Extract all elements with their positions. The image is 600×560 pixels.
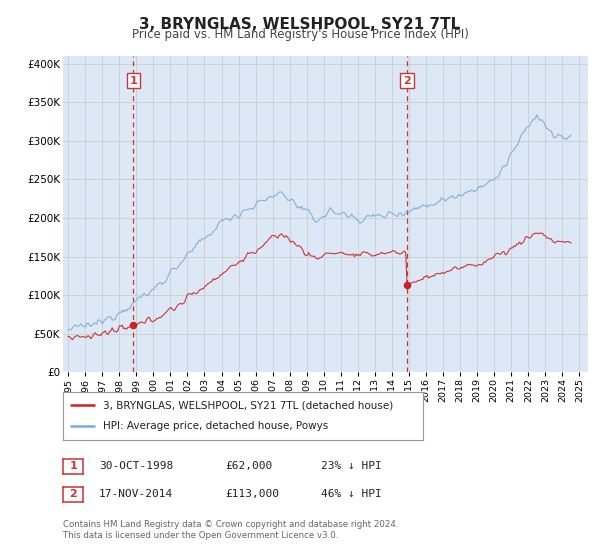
Text: 1: 1: [70, 461, 77, 472]
Text: 2: 2: [70, 489, 77, 500]
Text: 2: 2: [403, 76, 411, 86]
Text: 17-NOV-2014: 17-NOV-2014: [99, 489, 173, 499]
Text: This data is licensed under the Open Government Licence v3.0.: This data is licensed under the Open Gov…: [63, 531, 338, 540]
Text: £62,000: £62,000: [225, 461, 272, 471]
Point: [128, 320, 138, 329]
Text: Price paid vs. HM Land Registry's House Price Index (HPI): Price paid vs. HM Land Registry's House …: [131, 28, 469, 41]
Text: 3, BRYNGLAS, WELSHPOOL, SY21 7TL (detached house): 3, BRYNGLAS, WELSHPOOL, SY21 7TL (detach…: [103, 400, 393, 410]
Text: Contains HM Land Registry data © Crown copyright and database right 2024.: Contains HM Land Registry data © Crown c…: [63, 520, 398, 529]
Text: 3, BRYNGLAS, WELSHPOOL, SY21 7TL: 3, BRYNGLAS, WELSHPOOL, SY21 7TL: [139, 17, 461, 32]
Text: 1: 1: [130, 76, 137, 86]
Text: 46% ↓ HPI: 46% ↓ HPI: [321, 489, 382, 499]
Text: 23% ↓ HPI: 23% ↓ HPI: [321, 461, 382, 471]
Text: £113,000: £113,000: [225, 489, 279, 499]
Point: [402, 281, 412, 290]
Text: HPI: Average price, detached house, Powys: HPI: Average price, detached house, Powy…: [103, 421, 328, 431]
Text: 30-OCT-1998: 30-OCT-1998: [99, 461, 173, 471]
